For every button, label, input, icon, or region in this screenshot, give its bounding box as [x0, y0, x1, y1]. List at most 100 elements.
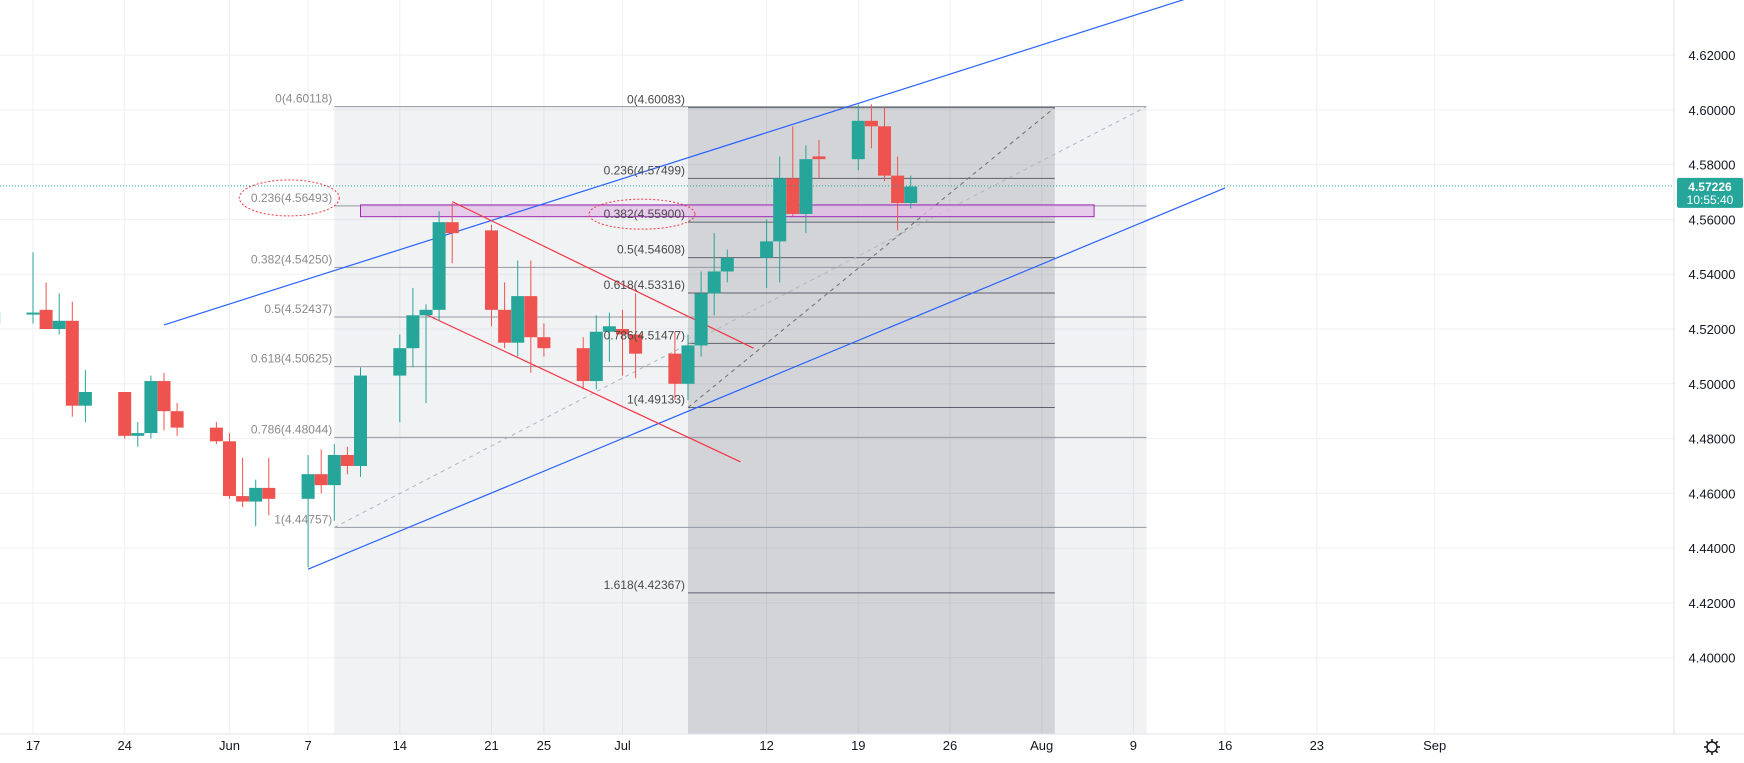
candle — [79, 370, 92, 422]
price-axis-label: 4.42000 — [1689, 596, 1736, 611]
time-axis-label: Aug — [1030, 738, 1053, 753]
price-axis-label: 4.40000 — [1689, 651, 1736, 666]
candle-body — [27, 313, 40, 315]
price-axis-label: 4.62000 — [1689, 48, 1736, 63]
candle-body — [695, 293, 708, 345]
time-axis-label: 26 — [943, 738, 957, 753]
candle-body — [865, 121, 878, 126]
candle — [53, 293, 66, 334]
candle — [171, 403, 184, 436]
candle — [249, 480, 262, 527]
time-axis-label: 9 — [1130, 738, 1137, 753]
candle — [118, 392, 131, 439]
candle-body — [485, 230, 498, 309]
candle-body — [878, 126, 891, 175]
time-axis-label: 17 — [26, 738, 40, 753]
fib-left-level-label: 0.236(4.56493) — [251, 191, 332, 205]
price-badge-value: 4.57226 — [1688, 180, 1732, 194]
candle — [262, 458, 275, 516]
gear-icon-tooth — [1706, 741, 1708, 743]
candle — [210, 422, 223, 444]
fib-right-level-label: 1(4.49133) — [627, 393, 685, 407]
fib-right-level-label: 0.786(4.51477) — [604, 328, 685, 342]
price-axis-label: 4.54000 — [1689, 267, 1736, 282]
fib-right-level-label: 0.618(4.53316) — [604, 278, 685, 292]
fib-left-level-label: 0.786(4.48044) — [251, 422, 332, 436]
candle-body — [891, 176, 904, 203]
candle-body — [354, 376, 367, 466]
candle-body — [79, 392, 92, 406]
gear-icon-tooth — [1716, 751, 1718, 753]
candle-body — [498, 310, 511, 343]
candle-body — [66, 321, 79, 406]
candle-body — [511, 296, 524, 343]
price-axis-label: 4.58000 — [1689, 158, 1736, 173]
gear-icon-tooth — [1706, 751, 1708, 753]
candle-body — [406, 315, 419, 348]
candle-body — [236, 496, 249, 501]
candle — [315, 450, 328, 494]
candle-body — [158, 381, 171, 411]
candle-body — [144, 381, 157, 433]
time-axis-label: Jun — [219, 738, 240, 753]
gear-icon-tooth — [1716, 741, 1718, 743]
candle-body — [53, 321, 66, 329]
candle — [223, 433, 236, 499]
candle-body — [537, 337, 550, 348]
candle-body — [852, 121, 865, 159]
candle-body — [799, 159, 812, 214]
fib-backgrounds — [334, 107, 1146, 734]
price-axis-label: 4.46000 — [1689, 486, 1736, 501]
time-axis-label: 12 — [759, 738, 773, 753]
price-axis-label: 4.50000 — [1689, 377, 1736, 392]
price-axis-label: 4.48000 — [1689, 432, 1736, 447]
price-axis-label: 4.44000 — [1689, 541, 1736, 556]
price-axis-label: 4.56000 — [1689, 212, 1736, 227]
candle-body — [315, 474, 328, 485]
candle — [236, 458, 249, 507]
candle-body — [708, 271, 721, 293]
time-axis-label: 25 — [537, 738, 551, 753]
candle — [131, 422, 144, 447]
candle-body — [341, 455, 354, 466]
candle-body — [171, 411, 184, 427]
candle-body — [223, 441, 236, 496]
candle — [144, 376, 157, 439]
time-axis-label: 16 — [1218, 738, 1232, 753]
candle-body — [210, 428, 223, 442]
time-axis-label: 14 — [393, 738, 407, 753]
candle-body — [118, 392, 131, 436]
gear-icon[interactable] — [1704, 739, 1720, 755]
fib-left-level-label: 0.618(4.50625) — [251, 352, 332, 366]
candle — [66, 302, 79, 417]
candle — [433, 211, 446, 321]
candle-body — [131, 433, 144, 436]
candle-body — [249, 488, 262, 502]
candle-body — [420, 310, 433, 315]
candle-body — [668, 354, 681, 384]
candle — [302, 455, 315, 567]
candle-body — [590, 332, 603, 381]
price-axis-label: 4.60000 — [1689, 103, 1736, 118]
candle-body — [577, 348, 590, 381]
fib-left-level-label: 0(4.60118) — [275, 92, 332, 106]
fib-right-level-label: 0.5(4.54608) — [617, 243, 685, 257]
candle — [40, 282, 53, 329]
candle — [158, 373, 171, 431]
candle-body — [524, 296, 537, 337]
fib-right-level-label: 0.236(4.57499) — [604, 163, 685, 177]
gear-icon-ring — [1707, 742, 1717, 752]
candle — [27, 252, 40, 323]
fib-left-level-label: 0.5(4.52437) — [264, 302, 332, 316]
fib-left-level-label: 0.382(4.54250) — [251, 252, 332, 266]
candle-body — [446, 222, 459, 233]
candle-body — [773, 178, 786, 241]
time-axis-label: 21 — [484, 738, 498, 753]
candle-body — [262, 488, 275, 499]
fib-right-level-label: 0.382(4.55900) — [604, 207, 685, 221]
fib-left-level-label: 1(4.44757) — [274, 512, 332, 526]
time-axis-label: 24 — [117, 738, 131, 753]
time-axis-label: Jul — [614, 738, 631, 753]
